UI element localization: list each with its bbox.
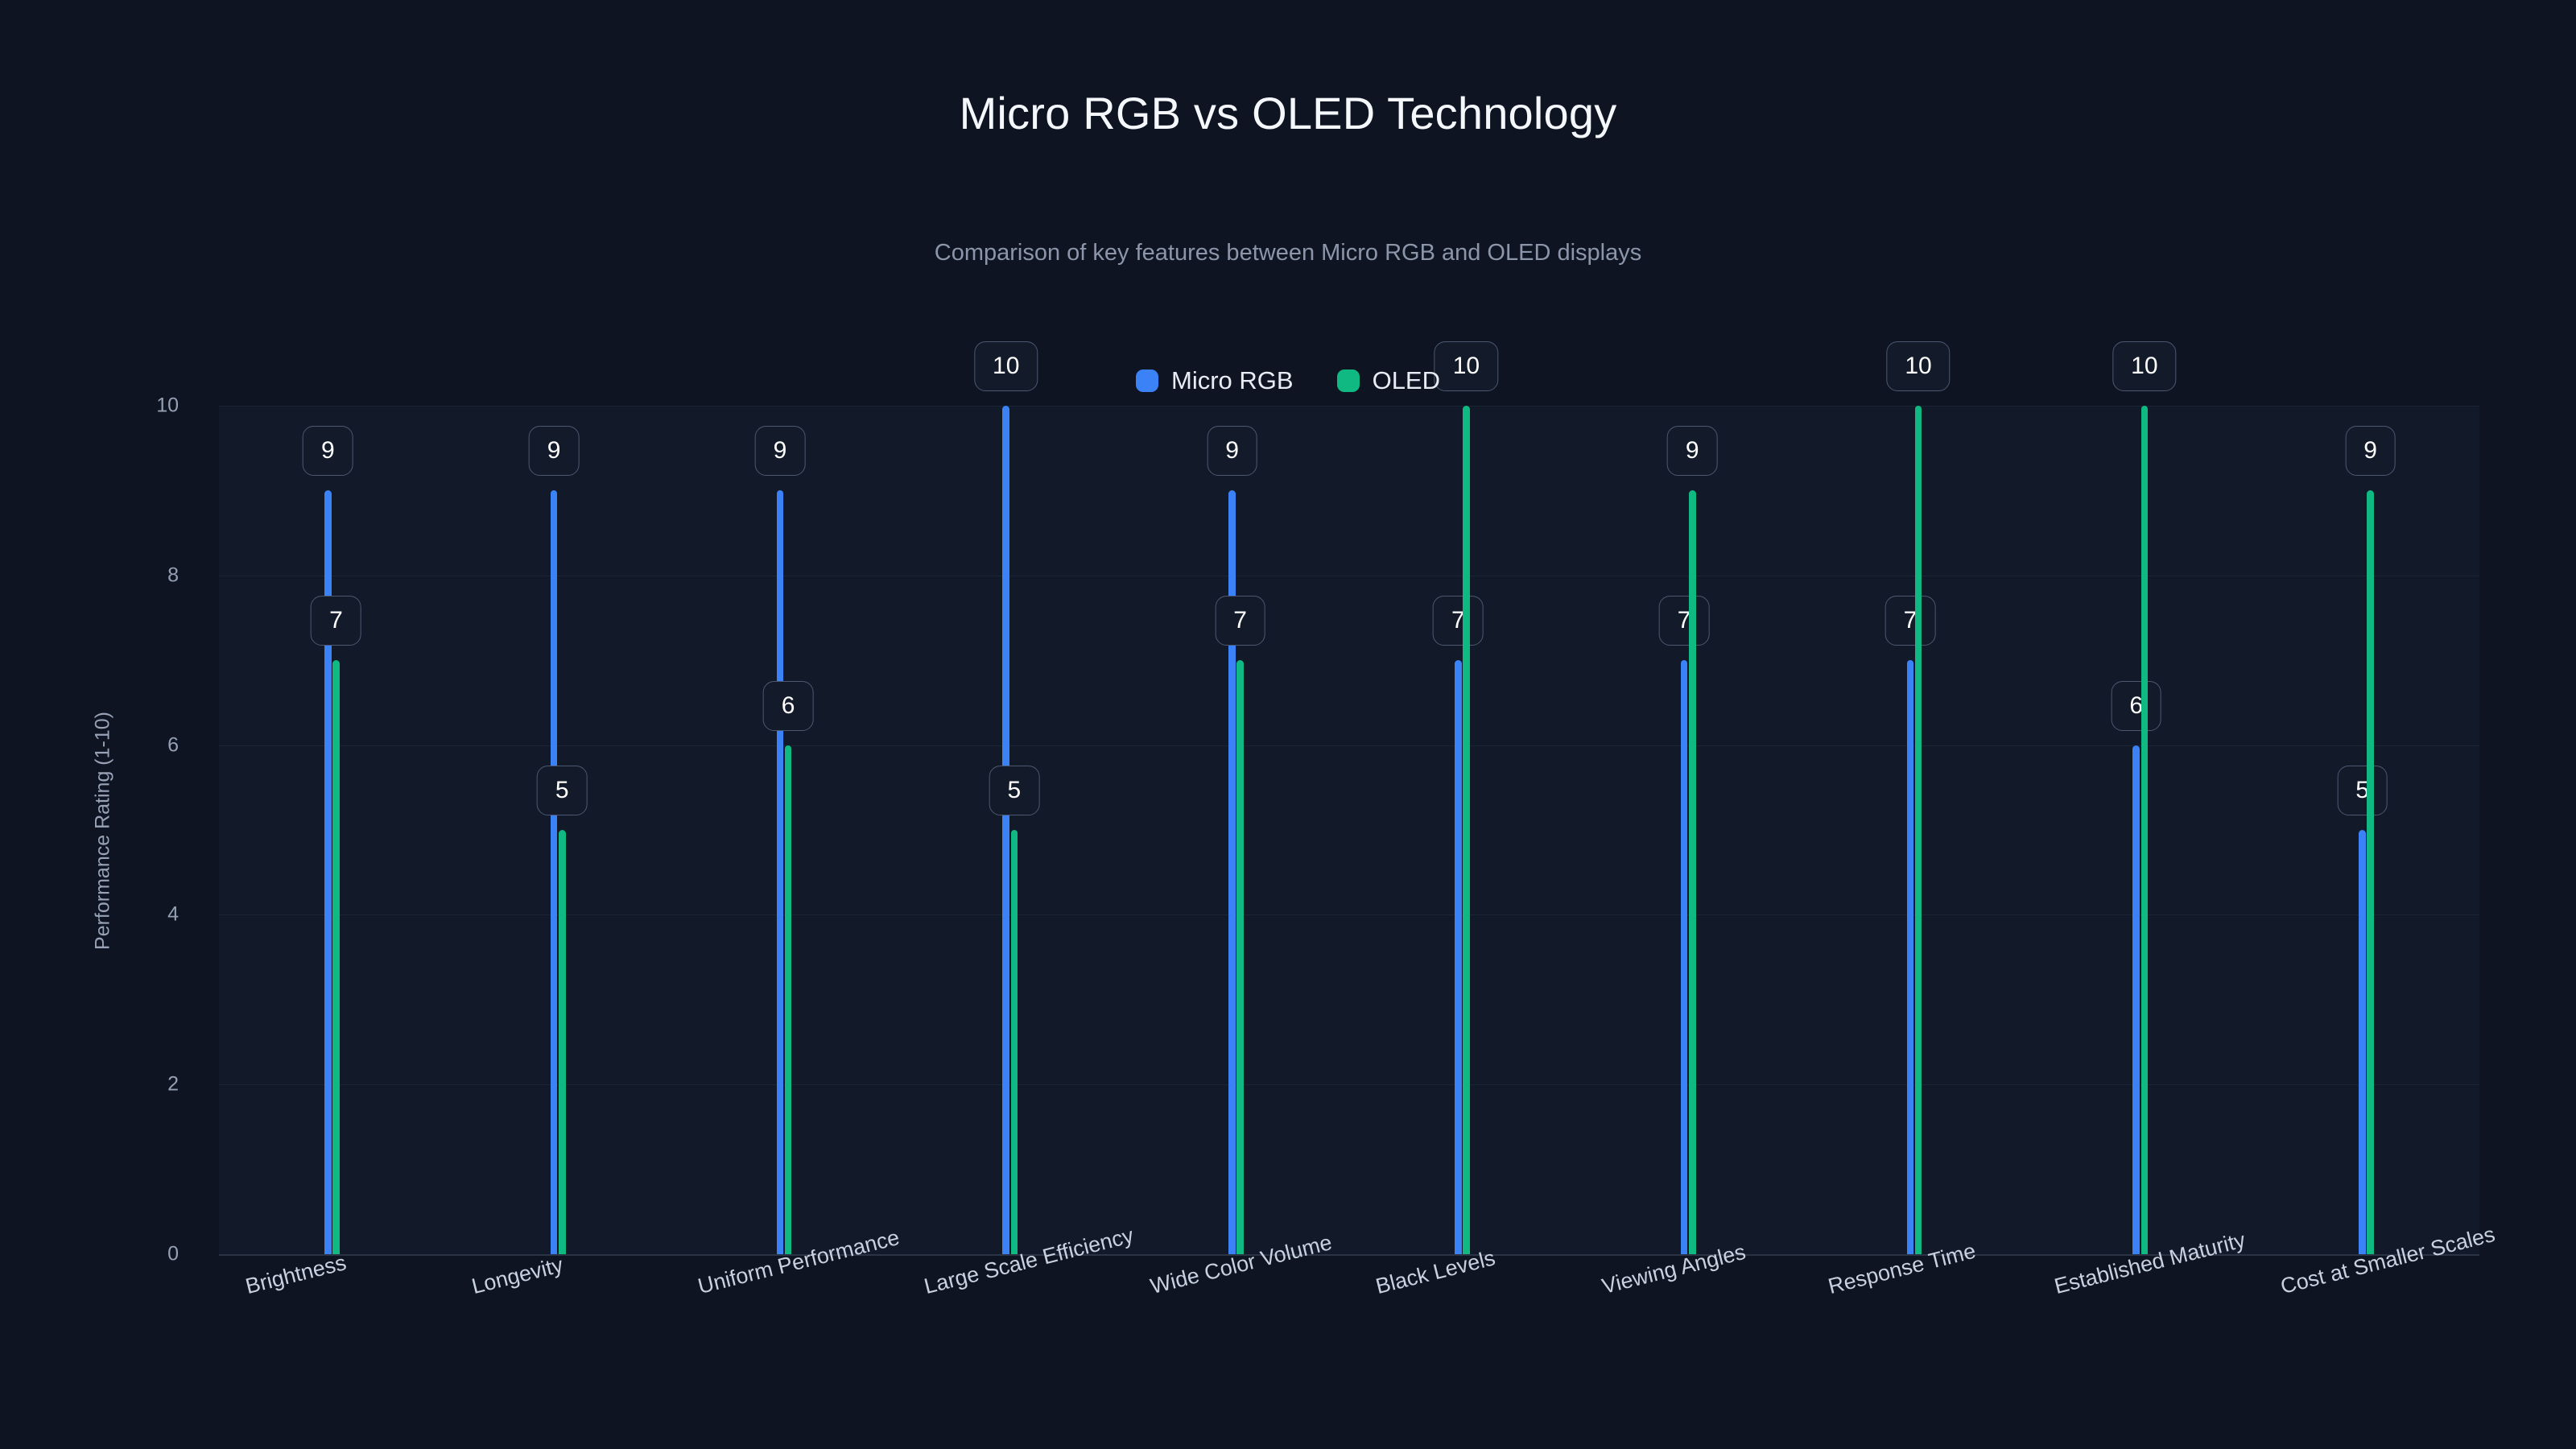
bar-value-badge: 5 [536, 766, 588, 815]
bar-value-badge: 10 [974, 341, 1038, 391]
bar-value-badge: 5 [989, 766, 1040, 815]
bar-slot: 5 [989, 406, 1040, 1254]
bar-oled[interactable] [558, 830, 566, 1254]
chart-legend: Micro RGB OLED [0, 366, 2576, 395]
bar-slot: 10 [2112, 341, 2177, 1254]
x-axis-tick-label: Longevity [469, 1253, 566, 1299]
bar-oled[interactable] [2140, 406, 2149, 1254]
bar-oled[interactable] [2367, 490, 2374, 1254]
bar-slot: 10 [974, 341, 1038, 1254]
bar-group: 7 10 [1349, 341, 1575, 1254]
x-axis-tick-label: Brightness [243, 1250, 349, 1299]
bar-oled[interactable] [332, 660, 340, 1254]
bar-value-badge: 5 [2337, 766, 2388, 815]
bar-slot: 9 [303, 406, 353, 1254]
bar-slot: 7 [1215, 406, 1265, 1254]
bar-micro-rgb[interactable] [1680, 660, 1688, 1254]
bar-micro-rgb[interactable] [776, 490, 784, 1254]
bar-micro-rgb[interactable] [2132, 745, 2140, 1254]
bar-oled[interactable] [1688, 490, 1696, 1254]
y-axis-tick-label: 10 [156, 394, 179, 417]
bar-slot: 10 [1886, 341, 1951, 1254]
page-subtitle: Comparison of key features between Micro… [934, 240, 1642, 266]
bar-micro-rgb[interactable] [324, 490, 332, 1254]
gridline [219, 745, 2479, 746]
bar-value-badge: 7 [1885, 596, 1936, 646]
bar-micro-rgb[interactable] [1228, 490, 1236, 1254]
bar-micro-rgb[interactable] [1002, 406, 1010, 1254]
y-axis-tick-label: 4 [167, 902, 179, 926]
bar-value-badge: 9 [1207, 426, 1257, 477]
bar-value-badge: 9 [1666, 426, 1718, 477]
gridline [219, 406, 2479, 407]
bar-slot: 5 [2337, 406, 2388, 1254]
bar-value-badge: 6 [2111, 680, 2162, 731]
bar-value-badge: 7 [1433, 596, 1484, 646]
bar-value-badge: 10 [1434, 341, 1499, 391]
y-axis-title: Performance Rating (1-10) [91, 712, 114, 950]
legend-label: OLED [1372, 366, 1440, 394]
bar-value-badge: 10 [1886, 341, 1951, 391]
bar-value-badge: 7 [1215, 596, 1265, 646]
y-axis-tick-label: 2 [167, 1072, 179, 1096]
bar-micro-rgb[interactable] [1906, 660, 1914, 1254]
bar-value-badge: 9 [528, 426, 580, 477]
y-axis-ticks: 0 2 4 6 8 10 [0, 394, 201, 1265]
bar-slot: 7 [311, 406, 361, 1254]
bar-value-badge: 7 [311, 596, 361, 646]
bar-oled[interactable] [1236, 660, 1244, 1254]
bar-micro-rgb[interactable] [550, 490, 558, 1254]
legend-label: Micro RGB [1171, 366, 1294, 394]
bar-slot: 7 [1885, 406, 1936, 1254]
bar-slot: 9 [754, 406, 806, 1254]
bar-slot: 9 [2345, 406, 2396, 1254]
bar-oled[interactable] [1010, 830, 1018, 1254]
bar-micro-rgb[interactable] [1455, 660, 1462, 1254]
bar-slot: 10 [1434, 341, 1499, 1254]
bar-oled[interactable] [1914, 406, 1922, 1254]
legend-swatch-icon [1336, 369, 1360, 392]
bar-oled[interactable] [784, 745, 792, 1254]
gridline [219, 914, 2479, 916]
bar-group: 6 10 [2027, 341, 2253, 1254]
legend-item-oled[interactable]: OLED [1336, 366, 1440, 395]
x-axis-labels: Brightness Longevity Uniform Performance La… [219, 1222, 2496, 1414]
page-title: Micro RGB vs OLED Technology [959, 88, 1617, 138]
bar-slot: 9 [1207, 406, 1257, 1254]
bar-slot: 7 [1433, 406, 1484, 1254]
bar-slot: 9 [1666, 406, 1718, 1254]
y-axis-tick-label: 0 [167, 1242, 179, 1265]
bar-value-badge: 10 [2112, 341, 2177, 391]
bar-oled[interactable] [1463, 406, 1470, 1254]
legend-item-micro-rgb[interactable]: Micro RGB [1136, 366, 1294, 395]
bar-slot: 6 [2111, 406, 2162, 1254]
plot-area: 9 7 9 5 9 6 10 5 9 7 7 10 7 9 7 10 6 10 5 9 [219, 341, 2479, 1256]
bar-value-badge: 6 [762, 680, 814, 731]
gridline [219, 1084, 2479, 1086]
x-axis-baseline [219, 1254, 2479, 1256]
bar-value-badge: 7 [1658, 596, 1710, 646]
legend-swatch-icon [1136, 369, 1158, 392]
y-axis-tick-label: 6 [167, 733, 179, 757]
bar-group: 10 5 [897, 341, 1123, 1254]
bar-group: 7 10 [1802, 341, 2028, 1254]
bar-series-container: 9 7 9 5 9 6 10 5 9 7 7 10 7 9 7 10 6 10 5 9 [219, 341, 2479, 1254]
bar-value-badge: 9 [303, 426, 353, 477]
bar-slot: 6 [762, 406, 814, 1254]
bar-value-badge: 9 [2345, 426, 2396, 477]
bar-slot: 9 [528, 406, 580, 1254]
bar-slot: 7 [1658, 406, 1710, 1254]
bar-value-badge: 9 [754, 426, 806, 477]
bar-micro-rgb[interactable] [2359, 830, 2366, 1254]
bar-slot: 5 [536, 406, 588, 1254]
y-axis-tick-label: 8 [167, 564, 179, 587]
